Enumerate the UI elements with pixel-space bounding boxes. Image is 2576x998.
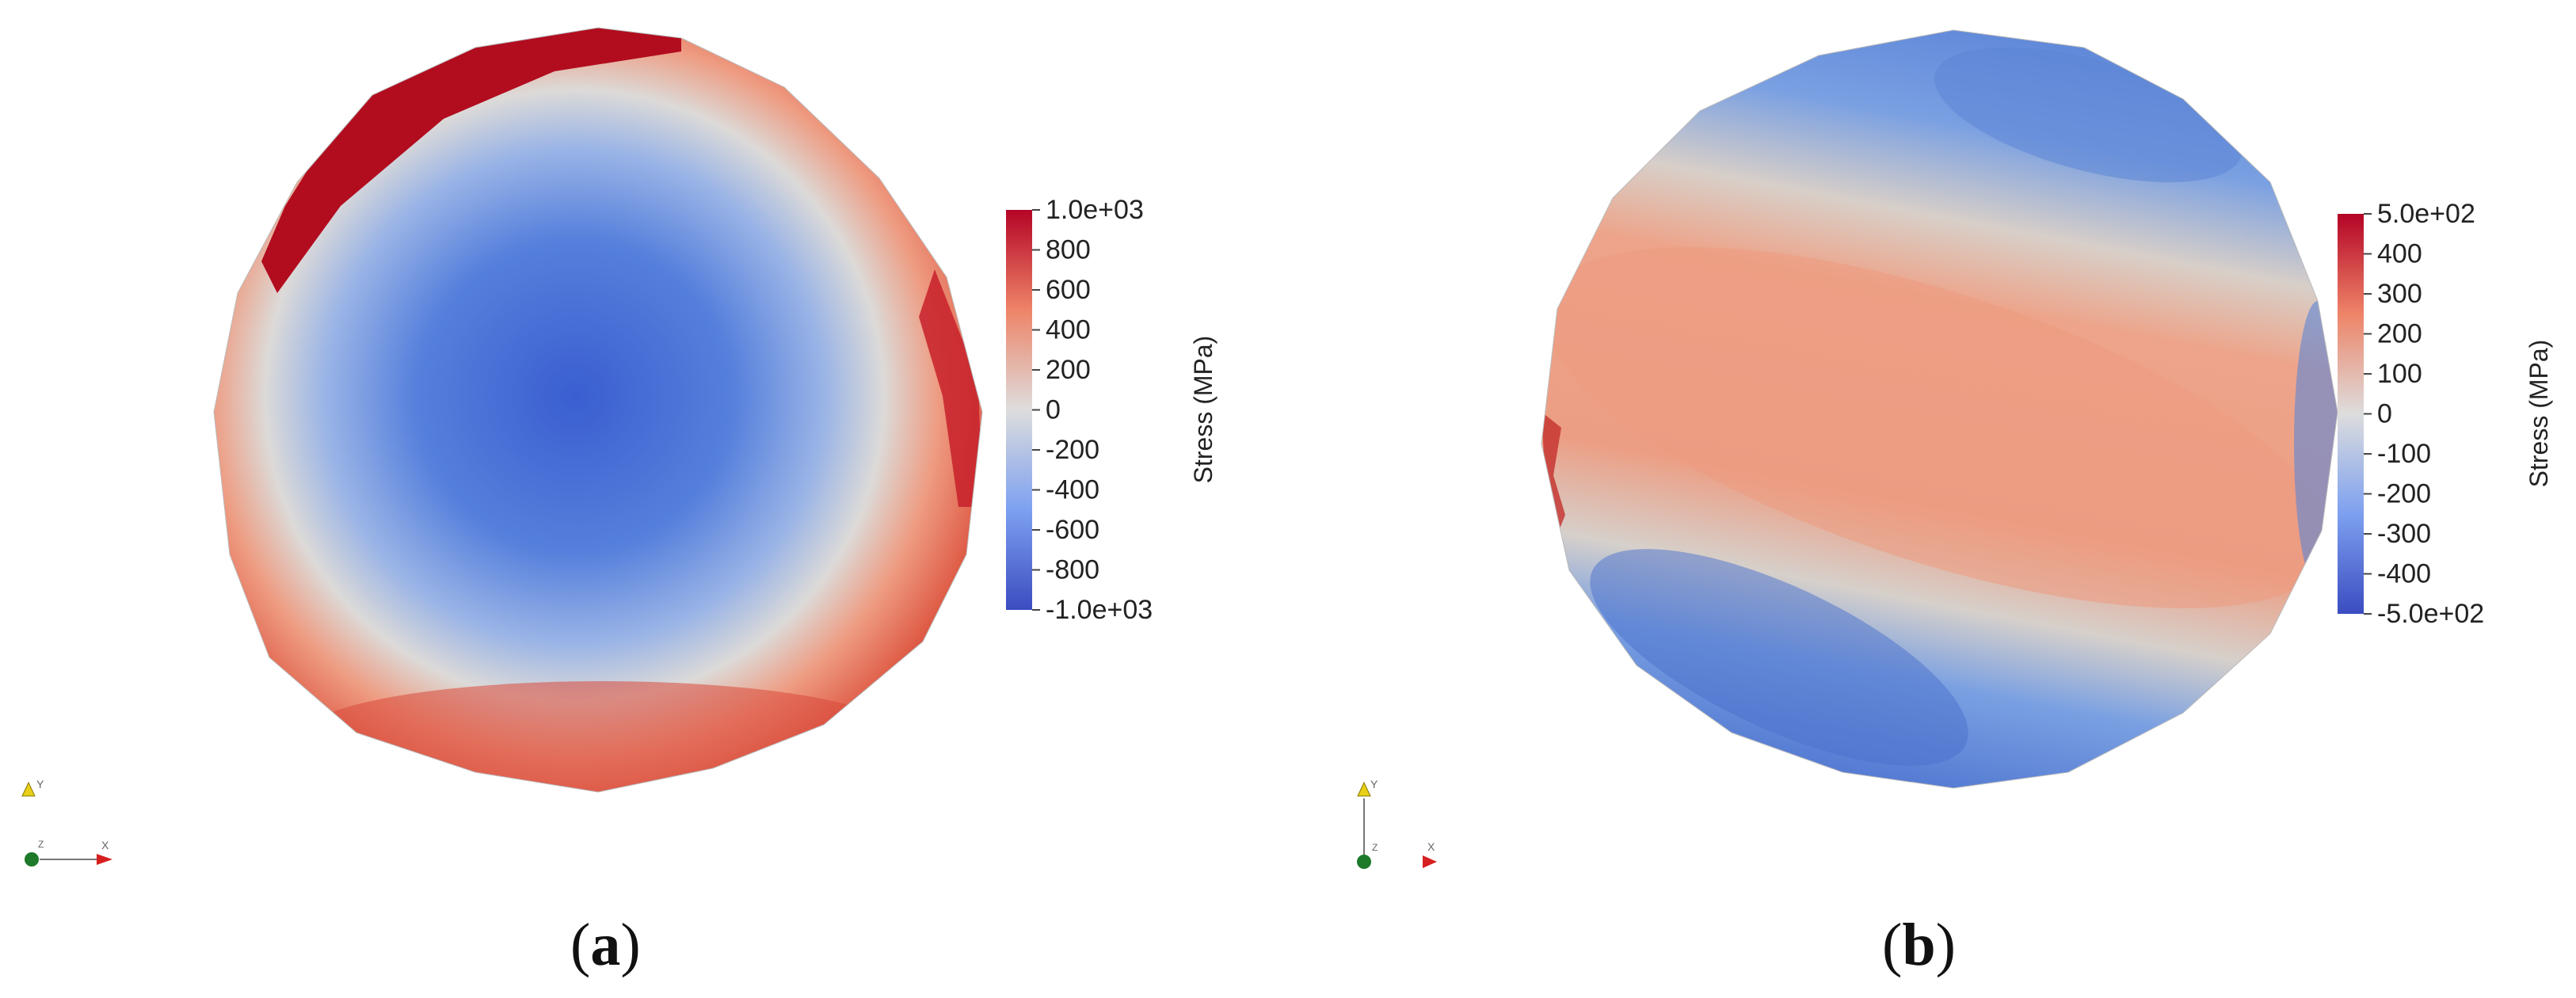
colorbar-tick-label: 400 — [2377, 239, 2422, 269]
colorbar-tick-label: 800 — [1046, 235, 1091, 265]
colorbar-tick-label: 100 — [2377, 359, 2422, 389]
colorbar-tick-label: -5.0e+02 — [2377, 599, 2484, 629]
colorbar-tick-label: 0 — [1046, 395, 1061, 425]
panel-b: 5.0e+02 400 300 200 100 0 -100 -200 -300 -400 -5.0… — [1288, 0, 2576, 998]
colorbar-tick-label: 600 — [1046, 275, 1091, 305]
colorbar-a — [1006, 210, 1032, 610]
axes-triad-a: Y Z X — [21, 778, 112, 867]
y-axis-label: Y — [1370, 778, 1378, 790]
colorbar-tick-label: -1.0e+03 — [1046, 595, 1153, 625]
z-axis-dot-icon — [25, 852, 39, 867]
colorbar-tick-label: 5.0e+02 — [2377, 199, 2475, 229]
colorbar-tick-label: -100 — [2377, 439, 2431, 469]
stress-map-b: 5.0e+02 400 300 200 100 0 -100 -200 -300 -400 -5.0… — [1357, 29, 2553, 869]
colorbar-tick-label: -400 — [2377, 559, 2431, 589]
colorbar-b — [2338, 214, 2364, 614]
stress-disk-a — [214, 28, 982, 792]
colorbar-tick-label: 0 — [2377, 399, 2392, 429]
colorbar-tick-label: -200 — [2377, 479, 2431, 509]
axes-triad-b: Y Z X — [1357, 778, 1437, 869]
z-axis-label: Z — [1372, 842, 1378, 853]
x-axis-arrow-icon — [1423, 855, 1437, 868]
colorbar-tick-label: 1.0e+03 — [1046, 195, 1144, 225]
z-axis-label: Z — [38, 839, 44, 850]
y-axis-arrow-icon — [1357, 781, 1371, 797]
y-axis-label: Y — [36, 778, 44, 790]
y-axis-arrow-icon — [21, 781, 36, 797]
colorbar-title-b: Stress (MPa) — [2525, 340, 2553, 488]
stress-disk-b — [1541, 30, 2338, 788]
colorbar-ticks-a: 1.0e+03 800 600 400 200 0 -200 -400 -600 -800 -1.0… — [1032, 195, 1153, 625]
colorbar-title-a: Stress (MPa) — [1189, 336, 1218, 484]
colorbar-tick-label: -400 — [1046, 475, 1099, 505]
x-axis-label: X — [1427, 840, 1435, 853]
caption-b: (b) — [1882, 912, 1956, 978]
colorbar-tick-label: 200 — [2377, 319, 2422, 349]
colorbar-tick-label: -600 — [1046, 515, 1099, 545]
colorbar-tick-label: 300 — [2377, 279, 2422, 309]
colorbar-tick-label: -800 — [1046, 555, 1099, 585]
panel-a: 1.0e+03 800 600 400 200 0 -200 -400 -600 -800 -1.0… — [21, 27, 1218, 978]
x-axis-label: X — [101, 839, 109, 851]
colorbar-ticks-b: 5.0e+02 400 300 200 100 0 -100 -200 -300 -400 -5.0… — [2364, 199, 2484, 629]
colorbar-tick-label: 400 — [1046, 315, 1091, 345]
stress-map-a: 1.0e+03 800 600 400 200 0 -200 -400 -600 -800 -1.0… — [21, 27, 1218, 867]
x-axis-arrow-icon — [97, 854, 112, 865]
colorbar-tick-label: 200 — [1046, 355, 1091, 385]
colorbar-tick-label: -200 — [1046, 435, 1099, 465]
hot-region-a — [261, 28, 681, 293]
caption-a: (a) — [570, 912, 641, 978]
colorbar-tick-label: -300 — [2377, 519, 2431, 549]
z-axis-dot-icon — [1357, 855, 1371, 869]
